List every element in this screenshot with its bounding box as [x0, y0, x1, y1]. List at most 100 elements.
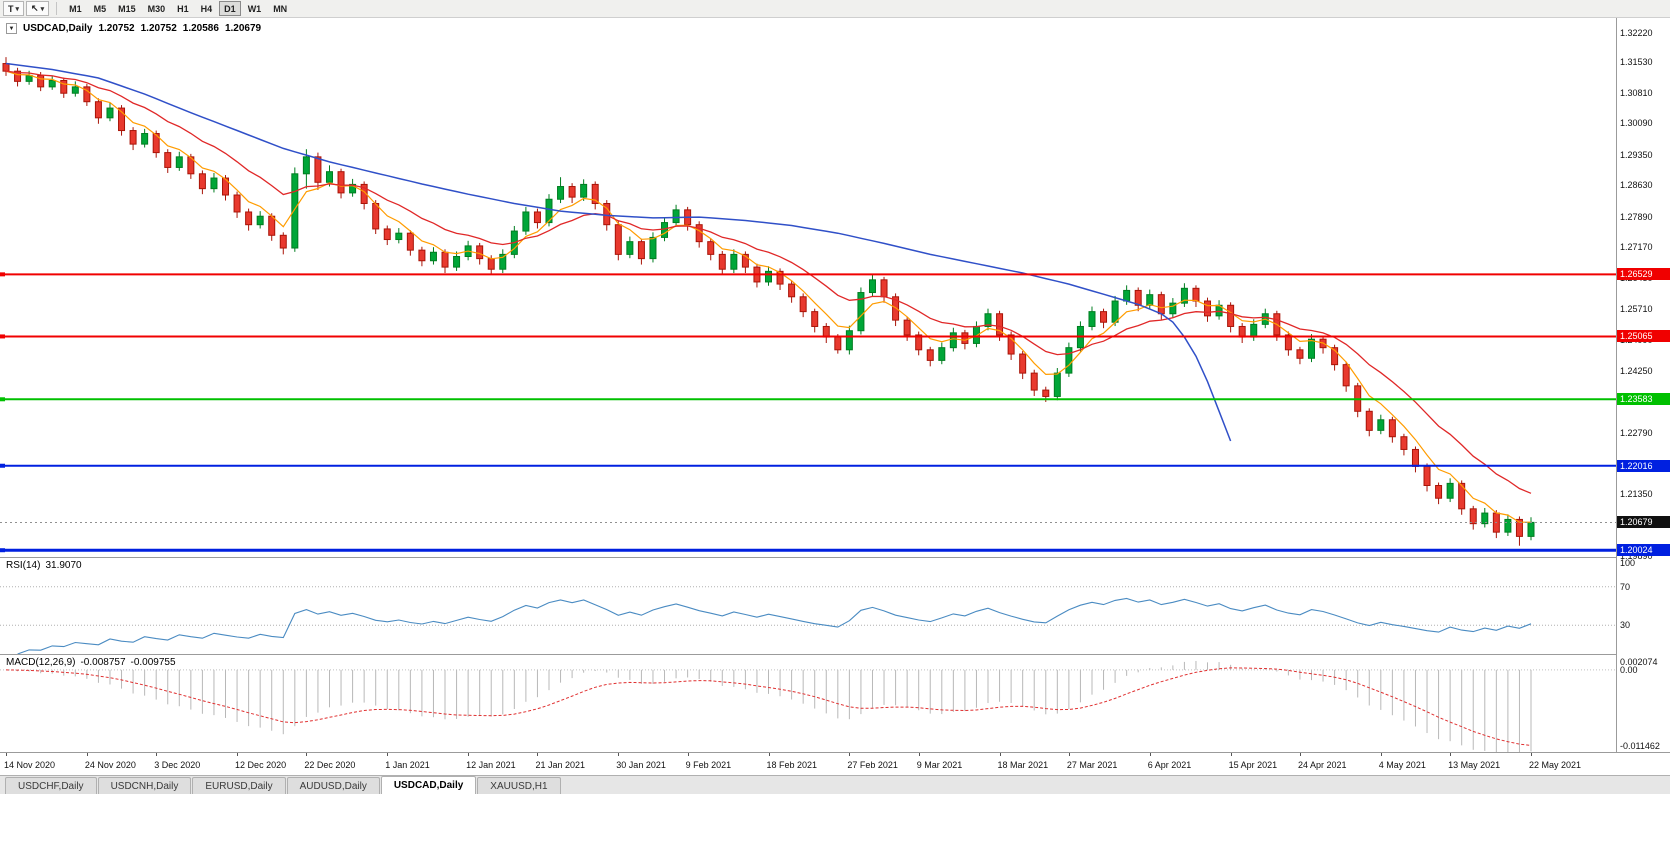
time-axis-tick [156, 753, 158, 756]
time-axis-tick [918, 753, 920, 756]
cursor-tool-button[interactable]: ↖ ▾ [26, 1, 50, 16]
price-axis-label: 1.29350 [1620, 149, 1653, 160]
date-axis-label: 3 Dec 2020 [154, 760, 201, 770]
tab-usdchf-daily[interactable]: USDCHF,Daily [5, 777, 97, 794]
price-axis-label: 1.27890 [1620, 211, 1653, 222]
date-axis-label: 22 May 2021 [1529, 760, 1582, 770]
timeframe-button-m30[interactable]: M30 [147, 3, 166, 14]
macd-indicator-canvas[interactable] [0, 655, 1616, 752]
cursor-icon: ↖ [31, 3, 39, 13]
chart-ohlc-readout: ▼ USDCAD,Daily 1.20752 1.20752 1.20586 1… [6, 23, 261, 34]
timeframe-button-m15[interactable]: M15 [118, 3, 136, 14]
tab-usdcnh-daily[interactable]: USDCNH,Daily [97, 777, 192, 794]
time-axis-tick [468, 753, 470, 756]
date-axis-label: 4 May 2021 [1378, 760, 1426, 770]
time-axis-tick [1230, 753, 1232, 756]
time-axis-tick [999, 753, 1001, 756]
date-axis-label: 13 May 2021 [1448, 760, 1501, 770]
rsi-value: 31.9070 [45, 560, 82, 571]
price-axis[interactable]: 1.32220 1.31530 1.30810 1.30090 1.29350 1.286… [1616, 18, 1670, 752]
templates-button-label: T [8, 3, 14, 14]
rsi-indicator-title: RSI(14) 31.9070 [6, 560, 82, 571]
macd-axis-label: 0.002074 [1620, 657, 1658, 667]
time-axis-tick [1531, 753, 1532, 756]
ohlc-open-value: 1.20752 [98, 23, 135, 34]
date-axis-label: 21 Jan 2021 [535, 760, 585, 770]
macd-indicator-title: MACD(12,26,9) -0.008757 -0.009755 [6, 657, 176, 668]
price-axis-label: 1.22790 [1620, 427, 1653, 438]
timeframe-button-d1[interactable]: D1 [219, 1, 241, 16]
date-axis-label: 9 Mar 2021 [916, 760, 963, 770]
price-chart-canvas[interactable] [0, 18, 1616, 557]
time-axis-tick [387, 753, 389, 756]
time-axis-tick [6, 753, 7, 756]
price-level-badge: 1.20679 [1617, 516, 1670, 529]
macd-main-value: -0.008757 [80, 657, 126, 668]
price-axis-label: 1.30090 [1620, 118, 1653, 129]
date-axis-label: 27 Feb 2021 [847, 760, 898, 770]
ohlc-close-value: 1.20679 [224, 23, 262, 34]
macd-axis-label: 0.00 [1620, 664, 1638, 675]
time-axis-tick [768, 753, 770, 756]
tab-audusd-daily[interactable]: AUDUSD,Daily [286, 777, 380, 794]
panel-separator[interactable] [0, 557, 1670, 558]
date-axis-label: 12 Dec 2020 [235, 760, 287, 770]
tab-usdcad-daily[interactable]: USDCAD,Daily [380, 776, 477, 794]
date-axis-label: 18 Feb 2021 [766, 760, 818, 770]
date-axis-label: 24 Apr 2021 [1297, 760, 1347, 770]
price-level-badge: 1.25065 [1617, 330, 1670, 343]
rsi-axis-label: 70 [1620, 581, 1631, 592]
timeframe-button-h4[interactable]: H4 [200, 3, 213, 14]
chart-tabs-bar: USDCHF,Daily USDCNH,Daily EURUSD,Daily AUDU… [0, 775, 1670, 794]
toolbar: T ▾ ↖ ▾ M1 M5 M15 M30 H1 H4 D1 W1 MN [0, 0, 1670, 18]
ohlc-high-value: 1.20752 [140, 23, 177, 34]
time-axis-tick [237, 753, 239, 756]
rsi-axis-label: 100 [1620, 558, 1636, 568]
tab-xauusd-h1[interactable]: XAUUSD,H1 [477, 777, 561, 794]
price-axis-label: 1.32220 [1620, 28, 1653, 38]
time-axis-tick [1450, 753, 1452, 756]
panel-separator[interactable] [0, 654, 1670, 655]
time-axis-tick [86, 753, 88, 756]
time-axis-tick [306, 753, 308, 756]
time-axis-tick [1068, 753, 1070, 756]
date-axis-label: 12 Jan 2021 [466, 760, 516, 770]
time-axis[interactable]: 14 Nov 2020 24 Nov 2020 3 Dec 2020 12 Dec 2… [0, 752, 1670, 775]
time-axis-tick [849, 753, 851, 756]
price-level-badge: 1.20024 [1617, 544, 1670, 557]
timeframe-button-m5[interactable]: M5 [93, 3, 107, 14]
tab-eurusd-daily[interactable]: EURUSD,Daily [192, 777, 286, 794]
price-axis-label: 1.28630 [1620, 180, 1653, 191]
timeframe-button-m1[interactable]: M1 [69, 3, 82, 14]
ohlc-low-value: 1.20586 [182, 23, 219, 34]
rsi-indicator-canvas[interactable] [0, 558, 1616, 654]
time-axis-tick [1380, 753, 1382, 756]
time-axis-tick [1299, 753, 1301, 756]
time-axis-tick [1149, 753, 1151, 756]
chart-symbol-label: USDCAD,Daily [23, 23, 93, 34]
timeframe-button-h1[interactable]: H1 [177, 3, 189, 14]
price-axis-label: 1.21350 [1620, 488, 1653, 499]
date-axis-label: 6 Apr 2021 [1147, 760, 1192, 770]
caret-down-icon: ▾ [15, 5, 20, 13]
time-axis-tick [537, 753, 539, 756]
date-axis-label: 18 Mar 2021 [997, 760, 1049, 770]
price-axis-label: 1.24250 [1620, 366, 1653, 376]
collapse-chart-icon[interactable]: ▼ [6, 23, 17, 34]
date-axis-label: 30 Jan 2021 [616, 760, 666, 770]
rsi-label: RSI(14) [6, 560, 41, 571]
date-axis-label: 14 Nov 2020 [4, 760, 56, 770]
timeframe-button-w1[interactable]: W1 [247, 3, 262, 14]
timeframe-button-mn[interactable]: MN [273, 3, 288, 14]
date-axis-label: 1 Jan 2021 [385, 760, 430, 770]
rsi-axis-label: 30 [1620, 620, 1631, 631]
templates-button[interactable]: T ▾ [3, 1, 25, 16]
macd-signal-value: -0.009755 [130, 657, 176, 668]
price-axis-label: 1.31530 [1620, 57, 1653, 68]
price-axis-label: 1.25710 [1620, 304, 1653, 315]
date-axis-label: 24 Nov 2020 [84, 760, 136, 770]
toolbar-separator [56, 2, 58, 15]
caret-down-icon: ▾ [40, 5, 45, 13]
price-axis-label: 1.30810 [1620, 87, 1653, 98]
